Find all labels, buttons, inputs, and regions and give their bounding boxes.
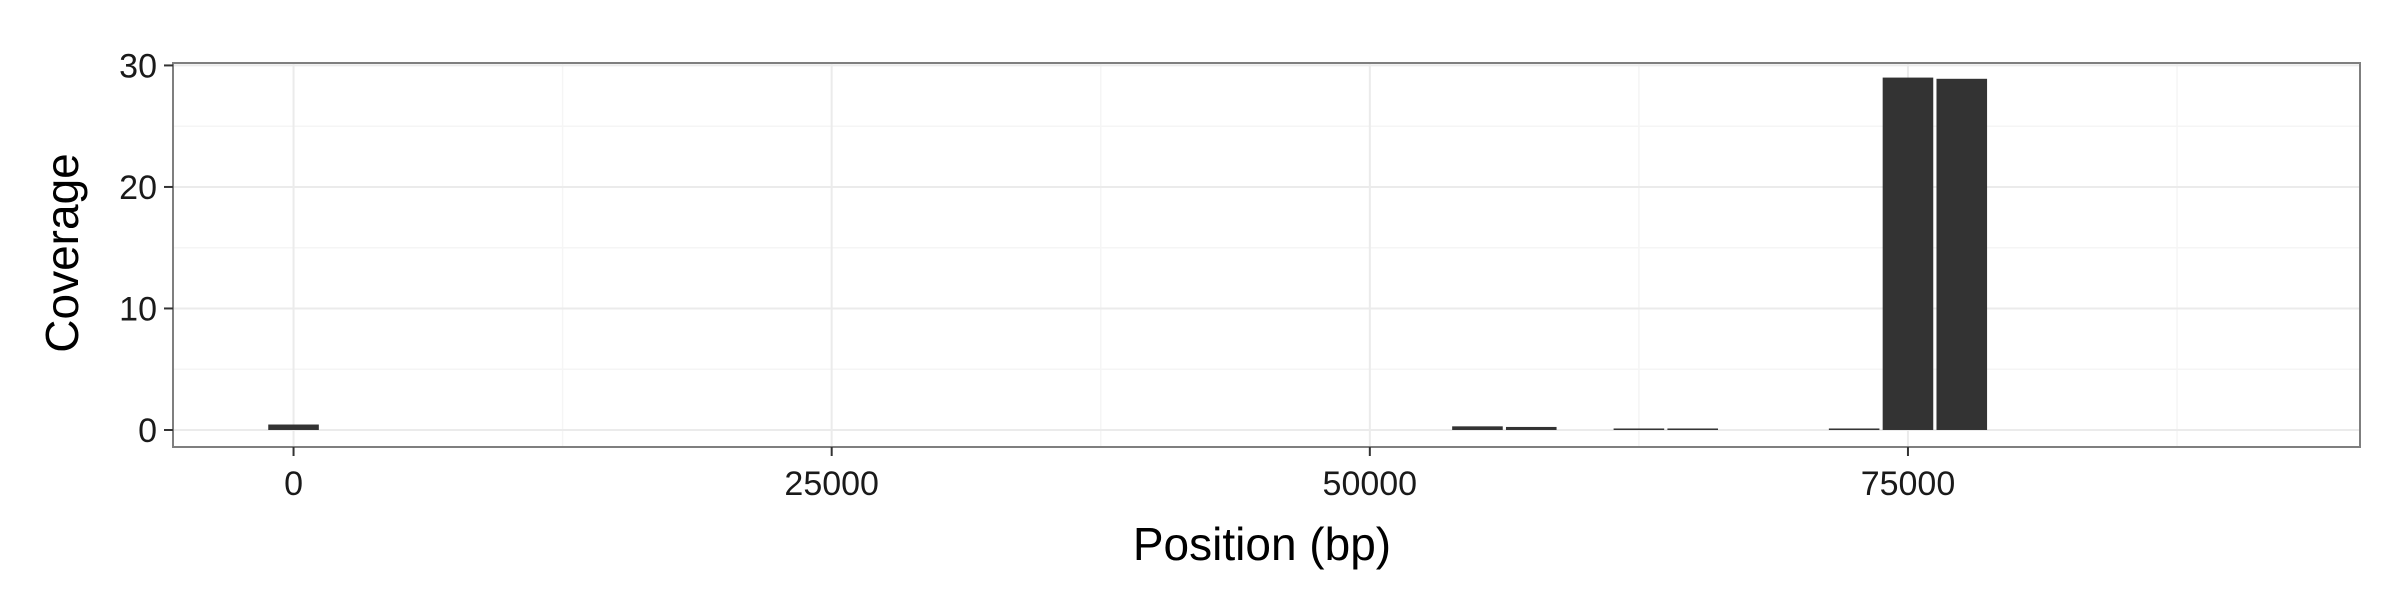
x-axis: 0 25000 50000 75000	[284, 447, 1955, 503]
y-tick-label: 20	[119, 169, 157, 207]
bar-77500	[1936, 78, 1988, 430]
bar-series	[268, 77, 1988, 430]
bar-0	[268, 424, 319, 430]
x-tick-label: 0	[284, 465, 303, 503]
bar-65000	[1667, 428, 1718, 430]
bar-55000	[1452, 426, 1503, 430]
x-tick-label: 50000	[1323, 465, 1418, 503]
bar-62500	[1613, 428, 1665, 430]
bar-57500	[1505, 426, 1557, 430]
x-axis-title: Position (bp)	[1133, 518, 1391, 570]
panel-border	[172, 62, 2361, 448]
x-tick-label: 75000	[1861, 465, 1956, 503]
y-tick-label: 10	[119, 290, 157, 328]
y-tick-label: 0	[138, 412, 157, 450]
bar-72500	[1828, 428, 1880, 430]
x-tick-label: 25000	[784, 465, 879, 503]
y-axis: 0 10 20 30	[119, 47, 173, 450]
y-tick-label: 30	[119, 47, 157, 85]
bar-75000	[1882, 77, 1934, 430]
y-axis-title: Coverage	[36, 153, 88, 352]
minor-grid	[173, 63, 2360, 447]
